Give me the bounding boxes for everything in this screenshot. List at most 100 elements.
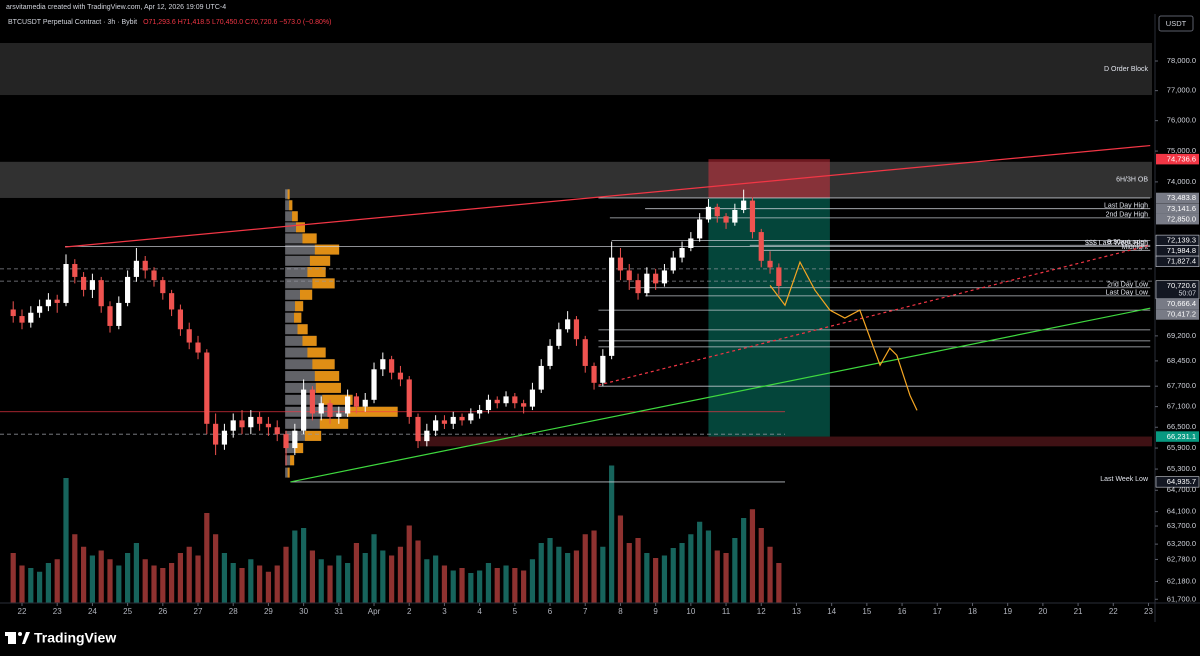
volume-bar	[459, 568, 465, 603]
candle	[389, 355, 395, 380]
profile-bar-accent	[292, 211, 298, 222]
y-tick-label: 74,000.0	[1167, 177, 1196, 186]
price-tag-label: 74,736.6	[1167, 154, 1196, 163]
candle	[177, 304, 184, 336]
candle	[477, 404, 483, 419]
candle-body	[670, 257, 676, 271]
candle	[257, 411, 263, 431]
price-tag-label: 71,827.4	[1167, 257, 1196, 266]
x-tick-label: 12	[757, 607, 766, 616]
currency-label[interactable]: USDT	[1166, 19, 1187, 28]
zone-label: 6H/3H OB	[1116, 177, 1148, 184]
price-tag: 70,417.2	[1156, 309, 1199, 320]
volume-bar	[169, 563, 175, 603]
candle-body	[441, 420, 448, 424]
candle-body	[749, 200, 756, 233]
y-tick-label: 67,100.0	[1167, 402, 1196, 411]
candle	[283, 430, 289, 466]
candle-body	[230, 420, 236, 431]
profile-row	[285, 233, 317, 244]
candle	[160, 276, 166, 300]
candle-body	[160, 280, 166, 294]
candle	[327, 399, 333, 424]
x-tick-label: 13	[792, 607, 801, 616]
price-tag: 72,139.3	[1155, 234, 1200, 246]
volume-bar	[600, 546, 606, 603]
candle	[19, 309, 25, 330]
x-tick-label: 28	[229, 607, 238, 616]
profile-bar-accent	[302, 233, 317, 244]
candle	[459, 413, 465, 426]
y-tick-label: 66,500.0	[1167, 422, 1196, 431]
profile-row	[285, 455, 295, 466]
volume-bar	[450, 570, 456, 603]
volume-bar	[565, 553, 571, 603]
credit: arsvitamedia created with TradingView.co…	[6, 4, 226, 11]
volume-bar	[521, 570, 527, 603]
x-tick-label: 4	[477, 607, 482, 616]
candle	[494, 396, 500, 409]
profile-bar	[285, 233, 317, 244]
profile-bar	[285, 278, 335, 289]
candle	[485, 394, 492, 414]
candle-body	[89, 280, 96, 290]
candle-body	[309, 389, 316, 414]
price-tag: 70,666.4	[1156, 298, 1199, 310]
candle	[617, 247, 624, 281]
candle	[10, 301, 16, 323]
profile-bar	[285, 189, 290, 200]
x-tick-label: 8	[618, 607, 623, 616]
candle-body	[776, 267, 782, 286]
price-tag-box	[1156, 298, 1199, 310]
profile-row	[285, 418, 349, 429]
candle	[512, 392, 518, 409]
candle-body	[248, 416, 254, 428]
volume-bar	[309, 550, 316, 603]
y-tick-label: 64,100.0	[1167, 507, 1196, 516]
candle-body	[98, 280, 104, 307]
candle-body	[37, 306, 43, 313]
volume-bar	[353, 543, 360, 603]
candle-body	[283, 434, 289, 449]
y-tick-label: 76,000.0	[1167, 116, 1196, 125]
price-tag-label: 73,141.6	[1167, 204, 1196, 213]
volume-bar	[644, 553, 650, 603]
candle-body	[600, 355, 606, 383]
profile-bar-accent	[296, 222, 305, 233]
candle-body	[142, 260, 148, 271]
profile-row	[285, 200, 293, 211]
y-tick-label: 62,180.0	[1167, 576, 1196, 585]
candle	[204, 349, 210, 435]
candle-body	[688, 238, 694, 248]
candle-body	[397, 372, 404, 380]
brand-logo	[5, 632, 30, 644]
volume-bar	[274, 565, 280, 603]
candle-body	[406, 379, 412, 417]
candle	[547, 339, 553, 370]
volume-bar	[714, 550, 720, 603]
x-tick-label: 20	[1038, 607, 1047, 616]
profile-bar-accent	[314, 244, 340, 255]
candle-body	[565, 319, 571, 330]
candle	[441, 415, 448, 429]
candle	[741, 189, 747, 214]
candle	[89, 273, 96, 299]
trendline	[769, 260, 918, 411]
profile-row	[285, 267, 326, 278]
volume-bar	[142, 559, 148, 603]
price-tag: 64,935.7	[1155, 476, 1200, 488]
logo-part	[8, 632, 16, 644]
volume-bar	[213, 534, 219, 603]
candle-body	[327, 403, 333, 417]
price-tag: 72,850.0	[1156, 213, 1199, 225]
candle	[63, 254, 69, 307]
currency-button[interactable]	[1158, 15, 1194, 32]
candle	[309, 386, 316, 421]
candle-body	[125, 276, 131, 303]
volume-bar	[345, 563, 351, 603]
candle	[767, 251, 773, 274]
candle	[37, 299, 43, 318]
price-tag-box	[1156, 203, 1199, 214]
y-tick-label: 77,000.0	[1167, 86, 1196, 95]
